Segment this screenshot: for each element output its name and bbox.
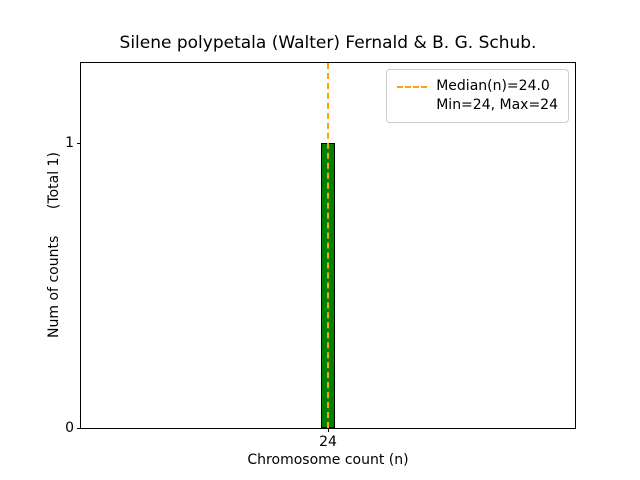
chart-title: Silene polypetala (Walter) Fernald & B. …: [119, 33, 537, 53]
legend-label-median: Median(n)=24.0: [436, 78, 550, 94]
median-line: [327, 63, 329, 428]
y-tick-label: 1: [65, 134, 74, 151]
x-tick-label: 24: [319, 434, 337, 450]
y-axis-label: Num of counts (Total 1): [46, 152, 62, 338]
x-axis-label: Chromosome count (n): [247, 452, 409, 468]
chart-legend: Median(n)=24.0 Min=24, Max=24: [386, 69, 569, 123]
median-line-sample-icon: [397, 85, 428, 88]
y-tick-mark: [77, 142, 81, 144]
y-tick-label: 0: [65, 420, 74, 436]
y-tick-mark: [77, 428, 81, 429]
legend-entry-median: Median(n)=24.0: [397, 77, 558, 96]
legend-entry-minmax: Min=24, Max=24: [436, 97, 558, 113]
plot-area: Median(n)=24.0 Min=24, Max=24 0 1 24: [65, 62, 576, 450]
x-tick-mark: [328, 428, 329, 432]
